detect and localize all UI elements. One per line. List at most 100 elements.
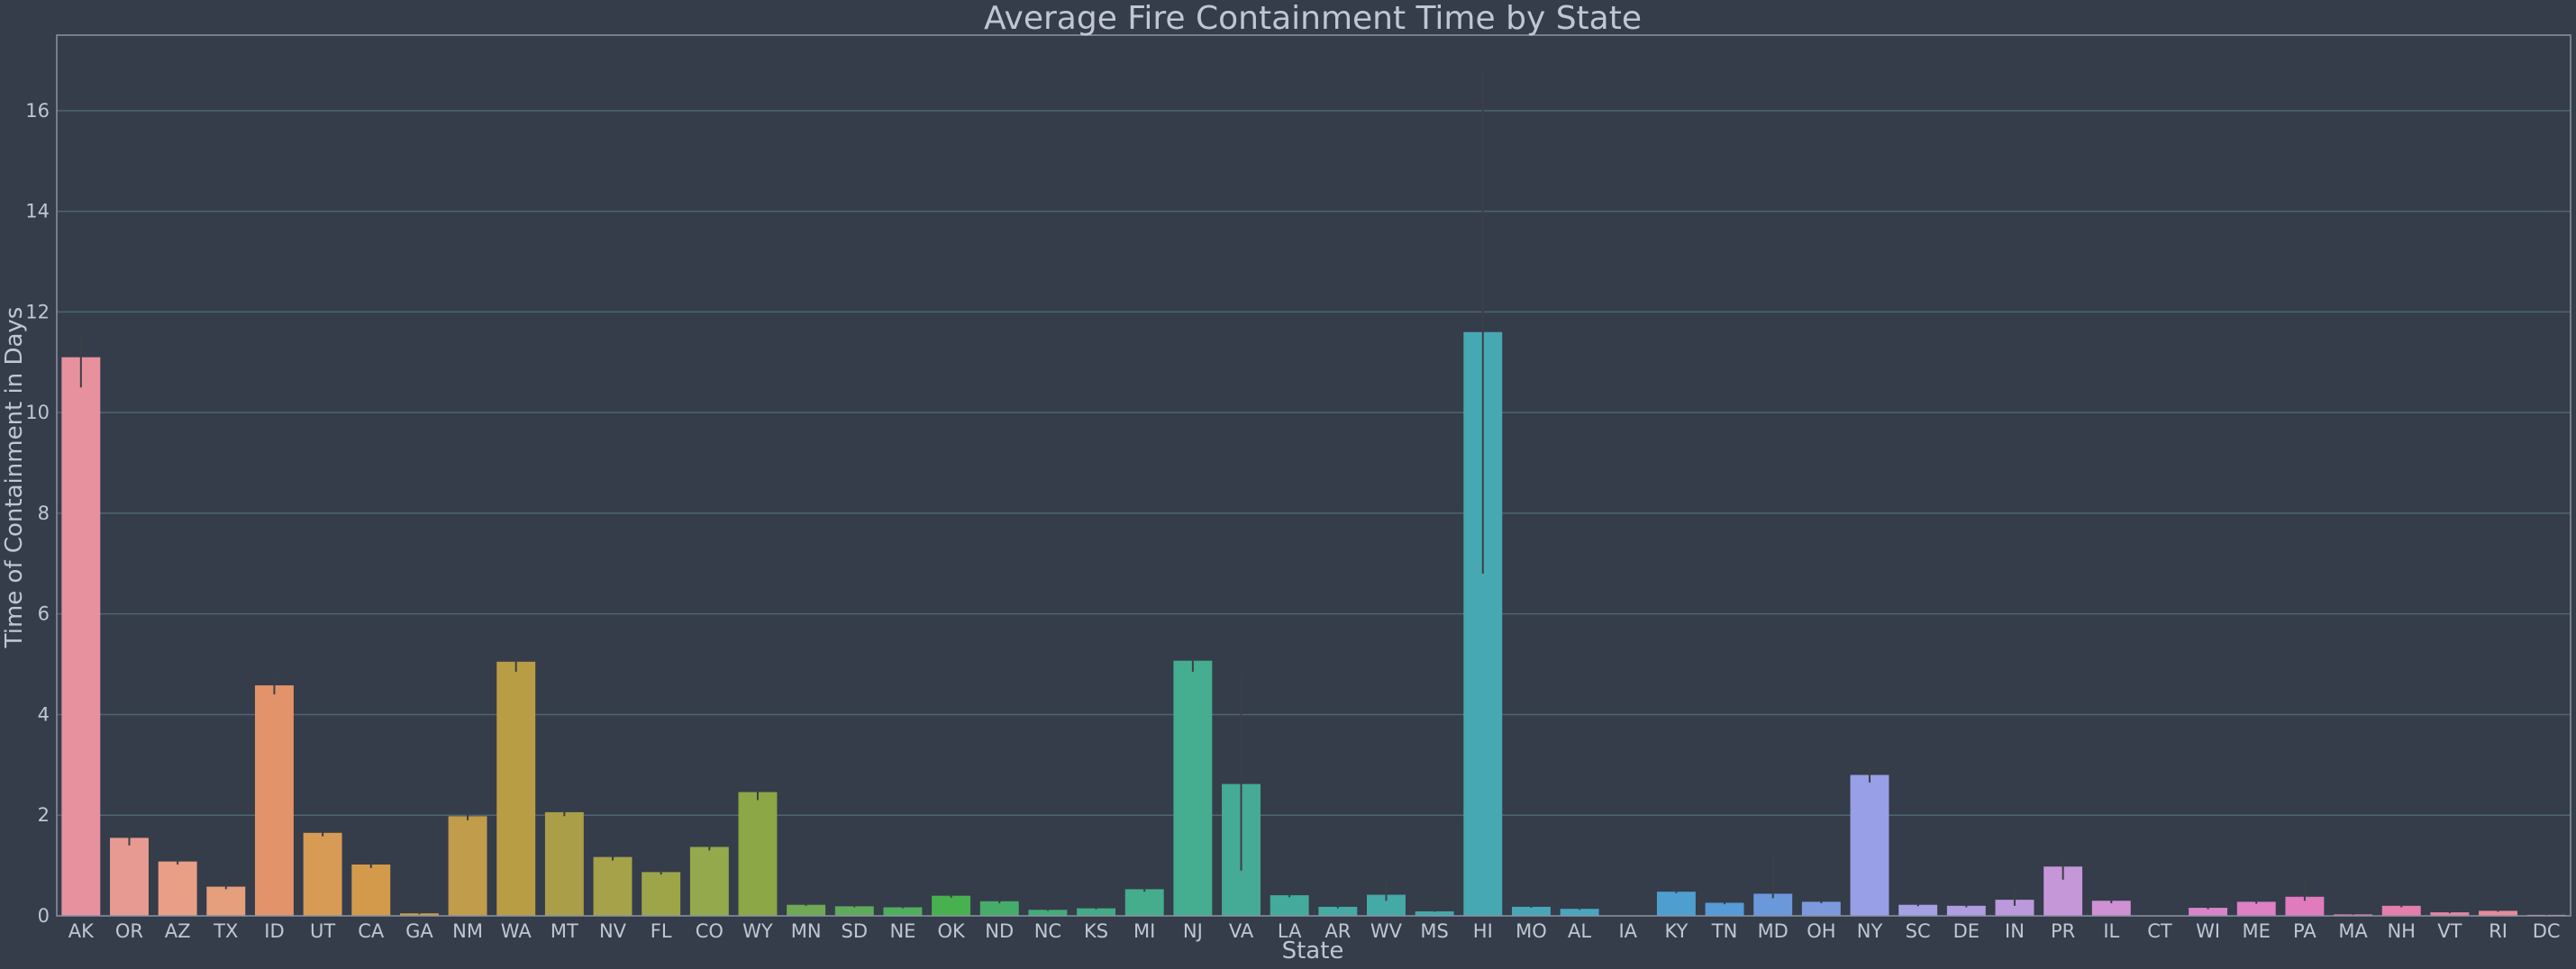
bar-in <box>1995 900 2034 916</box>
bar-pa <box>2285 896 2325 916</box>
bar-ar <box>1318 906 1358 916</box>
x-tick-label-ks: KS <box>1084 920 1108 942</box>
bar-ms <box>1415 910 1454 916</box>
x-tick-label-md: MD <box>1758 920 1789 942</box>
y-axis-label: Time of Containment in Days <box>1 307 28 649</box>
x-tick-label-mo: MO <box>1516 920 1547 942</box>
bar-nc <box>1028 910 1068 916</box>
x-tick-label-wy: WY <box>742 920 773 942</box>
x-tick-label-wv: WV <box>1370 920 1403 942</box>
x-tick-label-pr: PR <box>2051 920 2075 942</box>
bar-sd <box>834 906 874 916</box>
x-tick-label-nc: NC <box>1034 920 1061 942</box>
bar-nd <box>979 901 1019 916</box>
x-tick-label-la: LA <box>1278 920 1302 942</box>
x-tick-label-wa: WA <box>501 920 532 942</box>
x-tick-label-vt: VT <box>2437 920 2462 942</box>
bar-fl <box>642 872 681 916</box>
y-tick-label: 10 <box>25 402 50 423</box>
bar-ut <box>303 832 342 916</box>
x-tick-label-wi: WI <box>2196 920 2220 942</box>
x-tick-label-al: AL <box>1568 920 1591 942</box>
bar-ma <box>2334 914 2373 916</box>
x-tick-label-mn: MN <box>791 920 822 942</box>
bar-ca <box>351 864 391 916</box>
bar-vt <box>2430 912 2470 916</box>
x-tick-label-va: VA <box>1229 920 1254 942</box>
bars <box>61 331 2566 916</box>
x-tick-label-hi: HI <box>1473 920 1493 942</box>
x-tick-label-nm: NM <box>452 920 483 942</box>
x-tick-label-ar: AR <box>1324 920 1351 942</box>
x-tick-label-nh: NH <box>2387 920 2416 942</box>
error-bars <box>79 70 2548 916</box>
x-tick-label-mi: MI <box>1133 920 1155 942</box>
bar-me <box>2236 901 2276 916</box>
x-tick-label-nv: NV <box>599 920 627 942</box>
bar-mn <box>787 904 826 916</box>
x-tick-labels: AK OR AZ TX ID UT CA GA NM WA MT NV FL CO WY MN SD NE OK ND… <box>68 920 2561 942</box>
y-tick-label: 0 <box>38 905 50 927</box>
x-tick-label-or: OR <box>115 920 143 942</box>
x-tick-label-ia: IA <box>1618 920 1637 942</box>
plot-area-frame <box>56 34 2571 917</box>
bar-tn <box>1705 902 1744 916</box>
x-tick-label-sd: SD <box>842 920 869 942</box>
bar-co <box>689 847 729 916</box>
chart-title: Average Fire Containment Time by State <box>984 0 1642 37</box>
x-tick-label-de: DE <box>1953 920 1980 942</box>
x-tick-label-ga: GA <box>405 920 433 942</box>
bar-wv <box>1367 894 1406 916</box>
x-tick-label-oh: OH <box>1807 920 1835 942</box>
bar-oh <box>1801 901 1841 916</box>
bar-il <box>2091 901 2131 916</box>
bar-tx <box>206 886 246 916</box>
x-tick-label-nd: ND <box>985 920 1014 942</box>
x-tick-label-il: IL <box>2103 920 2119 942</box>
bar-ky <box>1656 892 1696 916</box>
y-tick-label: 4 <box>38 703 50 725</box>
x-tick-label-in: IN <box>2005 920 2025 942</box>
x-tick-label-ak: AK <box>68 920 95 942</box>
x-tick-label-ms: MS <box>1420 920 1448 942</box>
bar-nj <box>1173 660 1213 916</box>
x-tick-label-az: AZ <box>165 920 191 942</box>
y-tick-label: 16 <box>25 100 50 122</box>
bar-ri <box>2479 910 2517 916</box>
x-tick-label-nj: NJ <box>1183 920 1203 942</box>
bar-or <box>110 838 149 916</box>
bar-wi <box>2189 908 2228 916</box>
x-tick-label-tn: TN <box>1711 920 1738 942</box>
bar-sc <box>1898 904 1938 916</box>
bar-ok <box>932 895 971 916</box>
bar-nm <box>448 816 487 916</box>
bar-ga <box>399 913 439 916</box>
x-tick-label-fl: FL <box>651 920 672 942</box>
y-tick-label: 2 <box>38 804 50 826</box>
bar-nv <box>593 856 633 916</box>
x-tick-label-ny: NY <box>1857 920 1883 942</box>
x-tick-label-mt: MT <box>551 920 578 942</box>
grid-lines <box>57 110 2571 816</box>
x-tick-label-ma: MA <box>2338 920 2368 942</box>
bar-az <box>158 861 197 916</box>
bar-mt <box>544 811 584 916</box>
bar-ks <box>1077 908 1116 916</box>
bar-wa <box>496 661 536 916</box>
x-tick-label-ne: NE <box>889 920 915 942</box>
x-tick-label-tx: TX <box>213 920 238 942</box>
bar-la <box>1270 895 1309 916</box>
x-tick-label-ri: RI <box>2489 920 2508 942</box>
y-tick-label: 12 <box>25 301 50 322</box>
x-tick-label-ok: OK <box>937 920 966 942</box>
x-axis-label: State <box>1282 937 1344 964</box>
x-tick-label-id: ID <box>264 920 284 942</box>
x-tick-label-ct: CT <box>2147 920 2172 942</box>
x-tick-label-me: ME <box>2243 920 2271 942</box>
x-tick-label-ut: UT <box>310 920 335 942</box>
bar-de <box>1946 905 1986 916</box>
bar-ny <box>1850 774 1889 916</box>
y-tick-label: 14 <box>25 201 50 222</box>
bar-id <box>254 685 294 916</box>
